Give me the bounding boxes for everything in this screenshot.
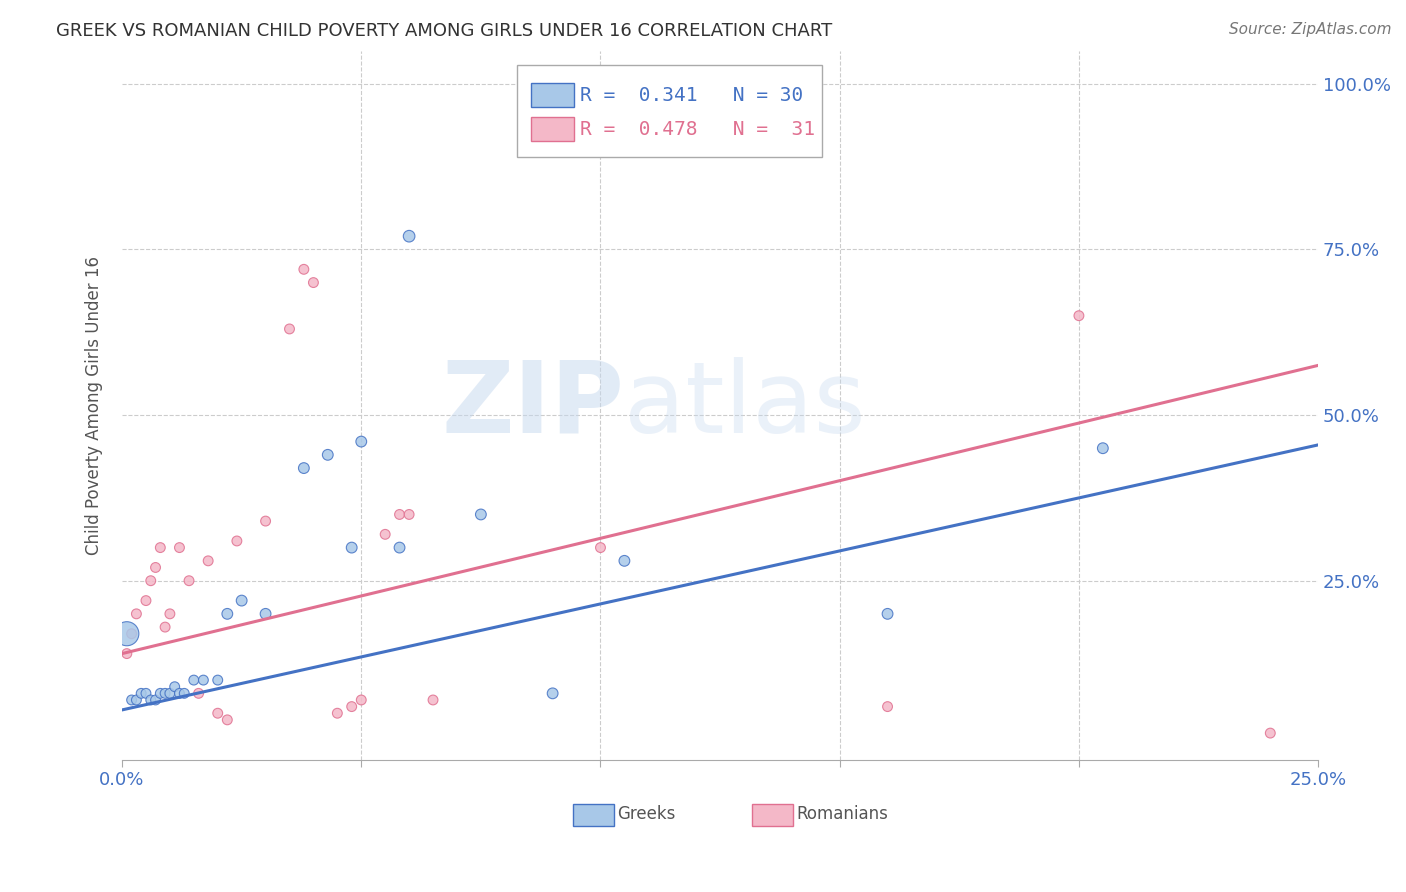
Point <box>1067 309 1090 323</box>
Point <box>153 686 176 700</box>
Point <box>340 699 363 714</box>
Point <box>398 229 420 244</box>
Point <box>254 607 277 621</box>
Point <box>589 541 612 555</box>
Point <box>254 514 277 528</box>
Point <box>145 560 167 574</box>
Point <box>217 607 239 621</box>
Point <box>139 574 162 588</box>
FancyBboxPatch shape <box>517 65 821 157</box>
Text: R =  0.341   N = 30: R = 0.341 N = 30 <box>581 86 803 105</box>
Text: R =  0.478   N =  31: R = 0.478 N = 31 <box>581 120 815 139</box>
Point <box>121 693 143 707</box>
Point <box>1091 441 1114 455</box>
Point <box>149 686 172 700</box>
Point <box>177 574 200 588</box>
Point <box>121 626 143 640</box>
Point <box>225 533 247 548</box>
Point <box>125 693 148 707</box>
Point <box>193 673 215 687</box>
Point <box>125 607 148 621</box>
Point <box>145 693 167 707</box>
Point <box>302 276 325 290</box>
FancyBboxPatch shape <box>752 805 793 825</box>
Point <box>197 554 219 568</box>
Point <box>135 593 157 607</box>
FancyBboxPatch shape <box>574 805 613 825</box>
Point <box>541 686 564 700</box>
Point <box>149 541 172 555</box>
Point <box>350 693 373 707</box>
Text: ZIP: ZIP <box>441 357 624 454</box>
Y-axis label: Child Poverty Among Girls Under 16: Child Poverty Among Girls Under 16 <box>86 256 103 555</box>
Point <box>163 680 186 694</box>
Point <box>316 448 339 462</box>
Text: atlas: atlas <box>624 357 866 454</box>
Point <box>169 686 191 700</box>
Point <box>115 647 138 661</box>
Point <box>388 541 411 555</box>
FancyBboxPatch shape <box>531 83 574 107</box>
Point <box>292 461 315 475</box>
FancyBboxPatch shape <box>531 118 574 142</box>
Point <box>169 541 191 555</box>
Point <box>153 620 176 634</box>
Point <box>183 673 205 687</box>
Point <box>613 554 636 568</box>
Point <box>135 686 157 700</box>
Point <box>398 508 420 522</box>
Text: GREEK VS ROMANIAN CHILD POVERTY AMONG GIRLS UNDER 16 CORRELATION CHART: GREEK VS ROMANIAN CHILD POVERTY AMONG GI… <box>56 22 832 40</box>
Point <box>159 607 181 621</box>
Point <box>173 686 195 700</box>
Point <box>115 626 138 640</box>
Text: Greeks: Greeks <box>617 805 676 823</box>
Point <box>422 693 444 707</box>
Point <box>326 706 349 721</box>
Point <box>292 262 315 277</box>
Point <box>207 706 229 721</box>
Point <box>278 322 301 336</box>
Text: Source: ZipAtlas.com: Source: ZipAtlas.com <box>1229 22 1392 37</box>
Point <box>129 686 152 700</box>
Point <box>187 686 209 700</box>
Point <box>1258 726 1281 740</box>
Point <box>876 607 898 621</box>
Point <box>876 699 898 714</box>
Point <box>388 508 411 522</box>
Point <box>231 593 253 607</box>
Point <box>207 673 229 687</box>
Point <box>340 541 363 555</box>
Point <box>470 508 492 522</box>
Point <box>217 713 239 727</box>
Text: Romanians: Romanians <box>797 805 889 823</box>
Point <box>350 434 373 449</box>
Point <box>374 527 396 541</box>
Point <box>139 693 162 707</box>
Point <box>159 686 181 700</box>
